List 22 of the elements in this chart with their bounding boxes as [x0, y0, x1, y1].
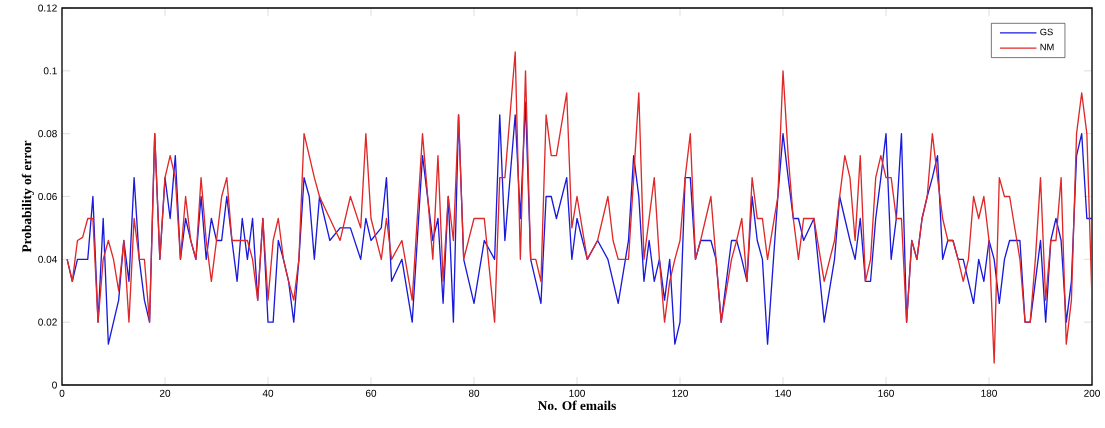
- x-tick-label: 140: [775, 389, 791, 397]
- y-tick-label: 0.08: [38, 130, 57, 138]
- y-tick-label: 0: [52, 381, 57, 389]
- x-tick-label: 0: [59, 389, 65, 397]
- x-tick-label: 80: [468, 389, 480, 397]
- y-axis-title: Probability of error: [21, 140, 35, 253]
- y-tick-label: 0.1: [43, 67, 57, 75]
- x-tick-label: 200: [1084, 389, 1100, 397]
- legend-label: GS: [1040, 28, 1053, 36]
- y-tick-label: 0.06: [38, 192, 57, 201]
- x-tick-label: 60: [365, 389, 377, 397]
- y-tick-label: 0.02: [38, 318, 57, 326]
- y-tick-label: 0.12: [38, 4, 57, 12]
- x-tick-label: 160: [878, 389, 894, 397]
- x-tick-label: 40: [262, 389, 274, 397]
- y-tick-label: 0.04: [38, 255, 57, 263]
- legend-label: NM: [1040, 43, 1054, 51]
- x-tick-label: 20: [159, 389, 171, 397]
- x-tick-label: 180: [981, 389, 997, 397]
- x-tick-label: 120: [672, 389, 688, 397]
- x-axis-title: No. Of emails: [538, 400, 616, 411]
- x-tick-label: 100: [569, 389, 585, 397]
